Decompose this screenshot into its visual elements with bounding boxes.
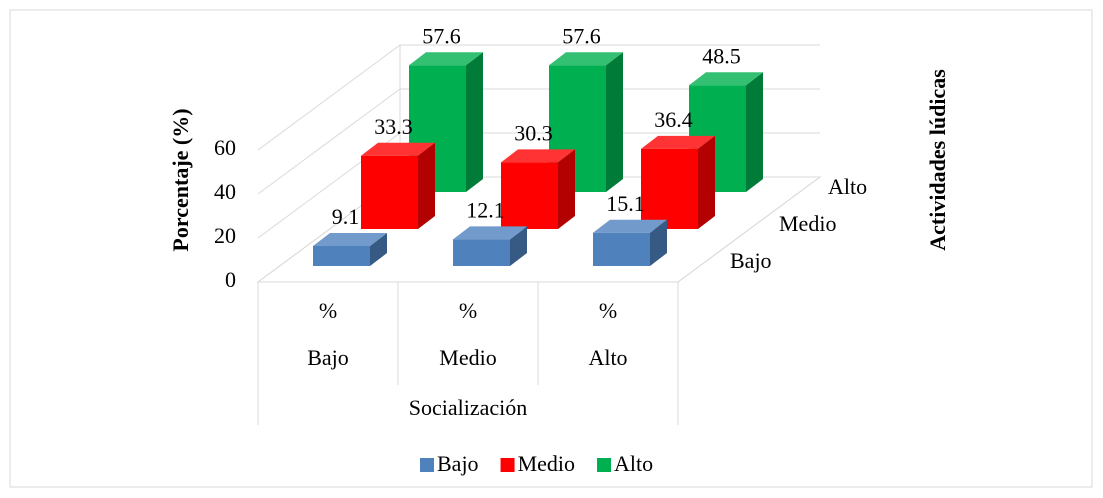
bar-face	[606, 52, 623, 192]
y-tick-label: 40	[214, 179, 236, 204]
legend-label: Bajo	[437, 451, 479, 476]
bar-face	[501, 149, 575, 163]
depth-axis-title: Actividades lúdicas	[925, 69, 950, 251]
data-label: 36.4	[654, 107, 693, 132]
y-tick-label: 0	[225, 267, 236, 292]
bar-face	[558, 149, 575, 229]
bar-face	[453, 226, 527, 240]
data-label: 30.3	[514, 120, 553, 145]
bar-face	[641, 135, 715, 149]
bar-face	[361, 142, 435, 156]
bar-face	[746, 72, 763, 192]
floor-right-edge	[677, 176, 821, 283]
bar-face	[698, 135, 715, 229]
category-sublabel: %	[319, 298, 337, 323]
bar-face	[689, 72, 763, 86]
depth-tick-label: Alto	[828, 174, 867, 199]
bar-face	[361, 155, 418, 229]
bar-face	[641, 148, 698, 229]
y-tick-label: 20	[214, 223, 236, 248]
data-label: 33.3	[374, 114, 413, 139]
bar-face	[501, 162, 558, 229]
bar-face	[313, 232, 387, 246]
bar	[641, 135, 715, 229]
legend-swatch	[500, 458, 515, 472]
bar-face	[593, 219, 667, 233]
x-tick-label: Medio	[439, 345, 496, 370]
data-label: 12.1	[466, 197, 505, 222]
bar-face	[650, 219, 667, 266]
bar-face	[313, 245, 370, 266]
bar	[361, 142, 435, 229]
x-tick-label: Bajo	[307, 345, 349, 370]
x-axis-title: Socialización	[409, 395, 528, 420]
data-label: 48.5	[702, 43, 741, 68]
data-label: 15.1	[606, 191, 645, 216]
y-axis-title: Porcentaje (%)	[168, 108, 193, 251]
bar-face	[593, 232, 650, 266]
y-tick-label: 60	[214, 135, 236, 160]
bar-face	[409, 52, 483, 66]
bar-face	[453, 239, 510, 266]
legend-label: Medio	[518, 451, 575, 476]
legend-label: Alto	[614, 451, 653, 476]
bar	[501, 149, 575, 229]
depth-tick-label: Bajo	[730, 248, 772, 273]
depth-tick-label: Medio	[779, 211, 836, 236]
bar	[313, 232, 387, 266]
data-label: 57.6	[562, 23, 601, 48]
category-sublabel: %	[599, 298, 617, 323]
data-label: 9.1	[332, 204, 360, 229]
data-label: 57.6	[422, 23, 461, 48]
bar-face	[370, 232, 387, 266]
x-tick-label: Alto	[588, 345, 627, 370]
legend-swatch	[597, 458, 612, 472]
bar	[593, 219, 667, 266]
category-sublabel: %	[459, 298, 477, 323]
bar-face	[466, 52, 483, 192]
bar-face	[510, 226, 527, 266]
legend-swatch	[420, 458, 434, 472]
bar	[453, 226, 527, 266]
bar-face	[549, 52, 623, 66]
chart-border	[9, 9, 1093, 488]
bar-face	[418, 142, 435, 229]
